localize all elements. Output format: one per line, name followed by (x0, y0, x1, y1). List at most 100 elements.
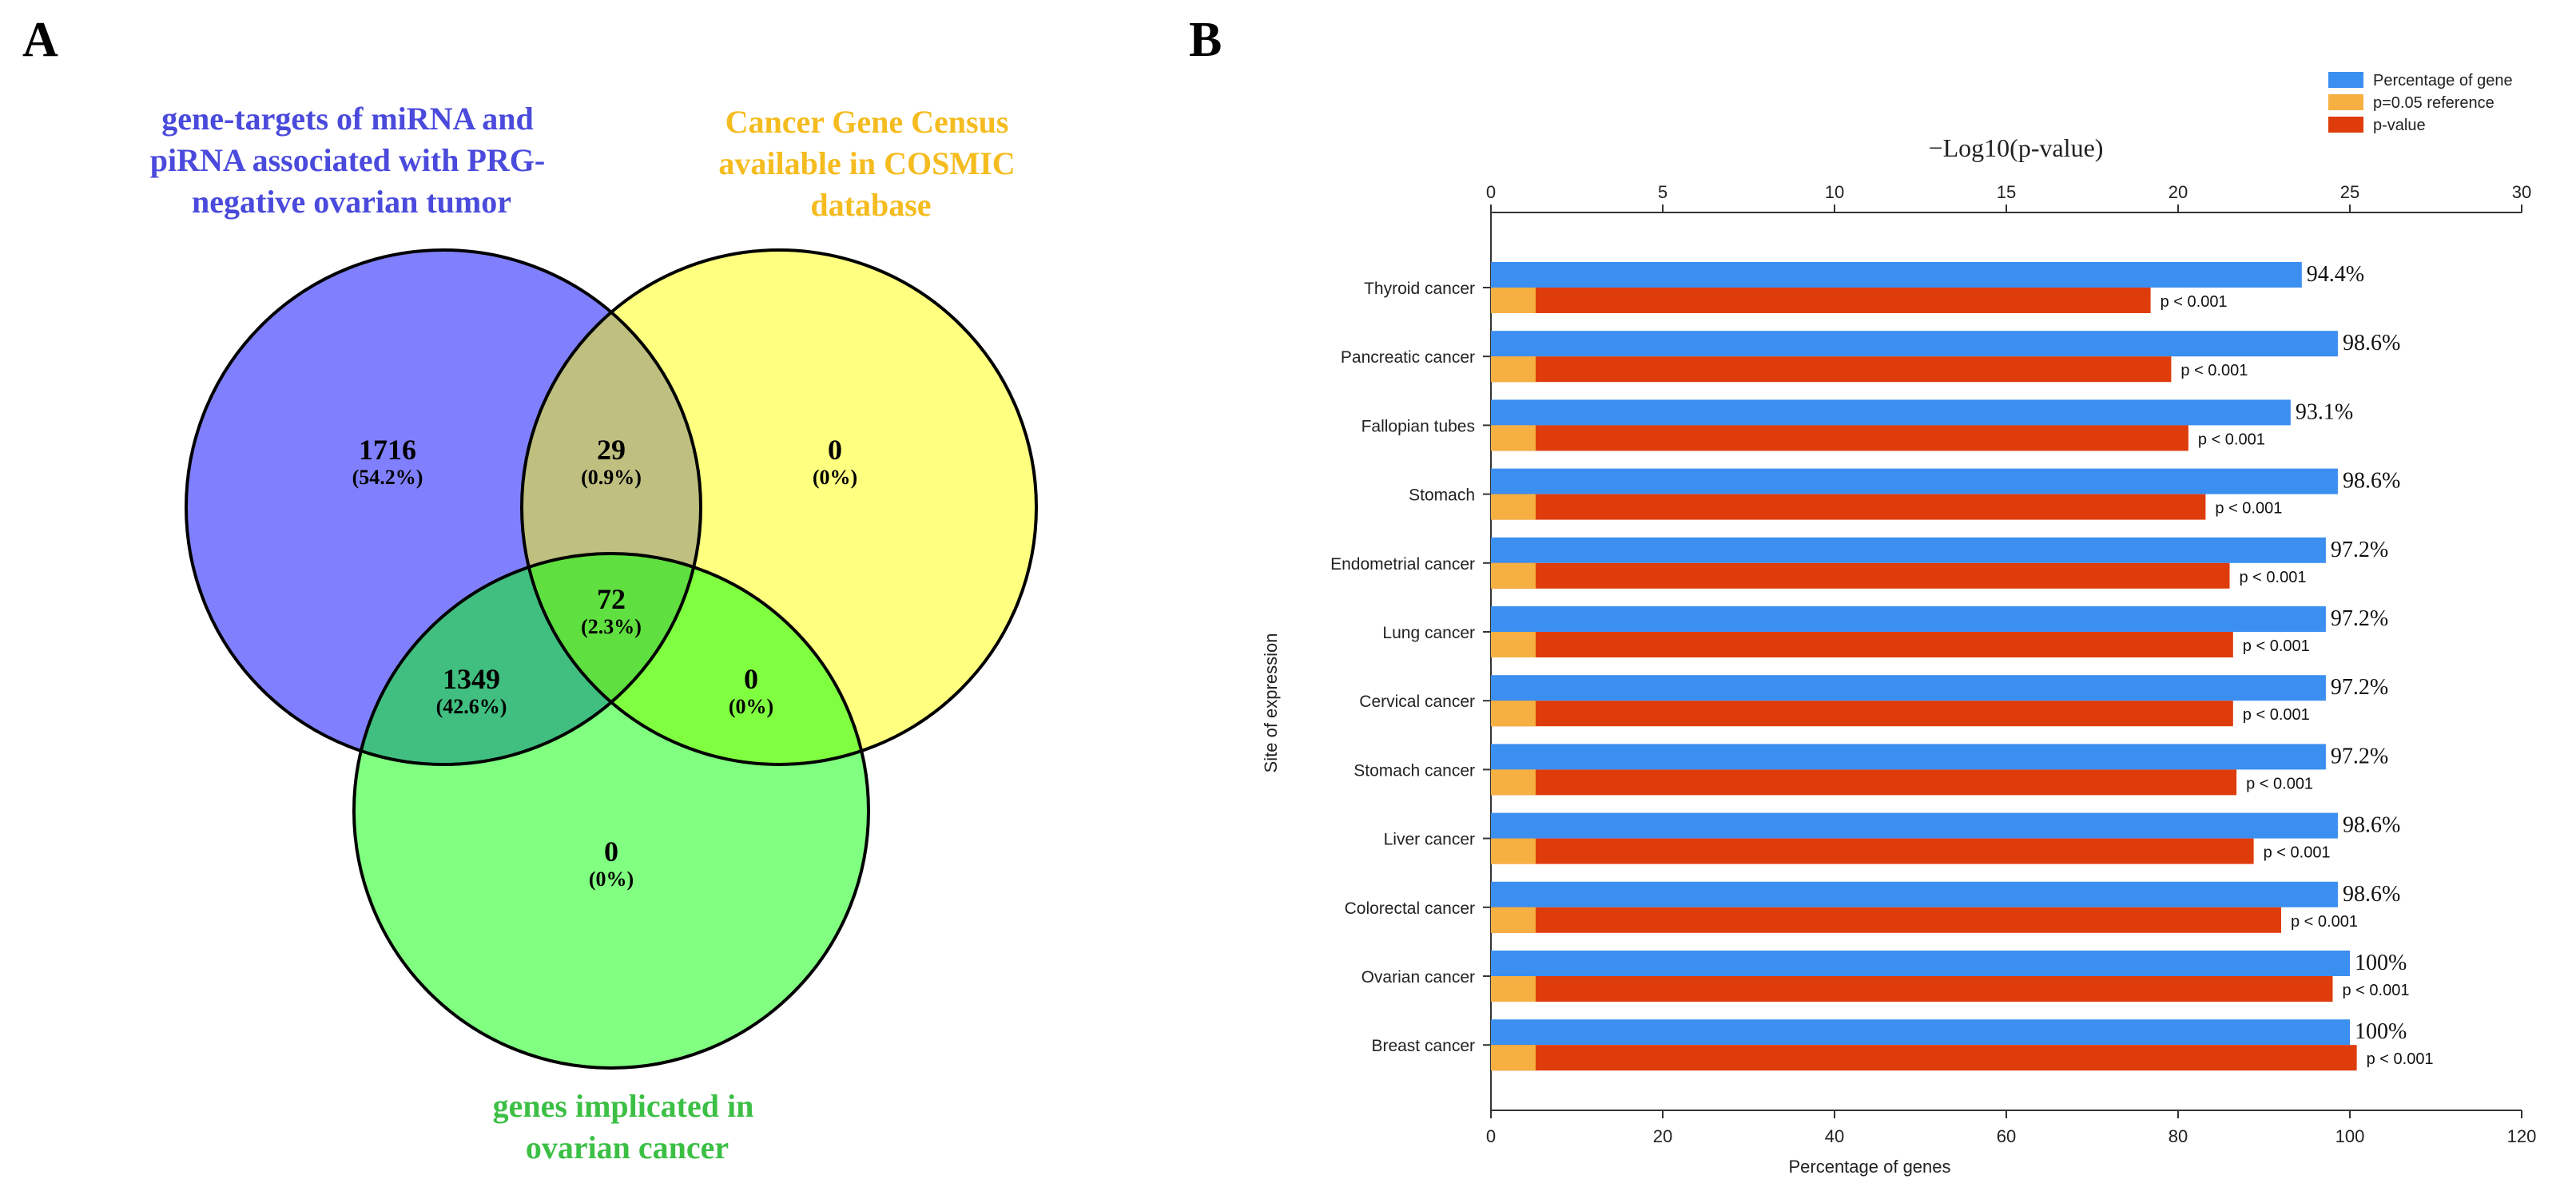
venn-set-label-c-line-2: ovarian cancer (526, 1130, 729, 1165)
chart-bars: 94.4% p < 0.001 98.6% p < 0.001 93.1% p < 0.0… (1491, 262, 2434, 1071)
bar-p-value (1491, 494, 2206, 520)
category-label: Stomach cancer (1354, 761, 1475, 780)
bar-percentage-label: 97.2% (2331, 675, 2388, 700)
legend-swatch (2328, 72, 2363, 88)
bar-p-value (1491, 769, 2237, 796)
bar-percentage-label: 97.2% (2331, 606, 2388, 631)
y-axis-label: Site of expression (1261, 633, 1281, 773)
bar-p-value-label: p < 0.001 (2240, 569, 2307, 586)
bar-p-value-label: p < 0.001 (2243, 637, 2310, 655)
bar-p-reference (1491, 356, 1536, 383)
bar-percentage-of-gene (1491, 537, 2326, 563)
bar-percentage-of-gene (1491, 399, 2291, 426)
bar-percentage-of-gene (1491, 812, 2338, 839)
bar-p-value (1491, 907, 2281, 933)
bar-p-value (1491, 288, 2151, 313)
category-label: Liver cancer (1384, 831, 1475, 849)
top-tick-label: 15 (1997, 182, 2016, 202)
bottom-tick-label: 60 (1997, 1126, 2016, 1146)
legend-swatch (2328, 94, 2363, 110)
bar-percentage-of-gene (1491, 468, 2338, 494)
category-label: Fallopian tubes (1362, 417, 1475, 435)
bar-percentage-of-gene (1491, 675, 2326, 701)
venn-region-a-c (354, 554, 701, 764)
bar-p-reference (1491, 288, 1536, 313)
top-tick-label: 0 (1486, 182, 1496, 202)
top-tick-label: 25 (2340, 182, 2359, 202)
venn-set-label-b: Cancer Gene Census available in COSMIC d… (718, 104, 1023, 223)
venn-outline-a (185, 248, 702, 766)
venn-outline-b (520, 248, 1038, 766)
venn-set-label-b-line-3: database (810, 187, 931, 223)
top-tick-label: 20 (2169, 182, 2188, 202)
bar-p-value (1491, 1045, 2357, 1071)
venn-count-a-b-c: 72 (597, 583, 626, 615)
bar-p-value (1491, 356, 2172, 383)
bar-p-value-label: p < 0.001 (2161, 293, 2228, 311)
category-label: Lung cancer (1382, 624, 1475, 642)
bar-percentage-label: 97.2% (2331, 538, 2388, 562)
category-label: Thyroid cancer (1364, 280, 1475, 298)
bar-p-value (1491, 976, 2333, 1002)
bar-percentage-of-gene (1491, 606, 2326, 632)
legend-swatch (2328, 117, 2363, 133)
bar-p-reference (1491, 769, 1536, 796)
venn-pct-a-c: (42.6%) (436, 695, 507, 718)
bar-p-reference (1491, 494, 1536, 520)
category-label: Pancreatic cancer (1341, 348, 1475, 367)
bar-percentage-label: 93.1% (2296, 399, 2353, 424)
bar-percentage-label: 100% (2355, 1019, 2407, 1044)
venn-region-b-c (522, 554, 869, 764)
bar-p-value (1491, 838, 2254, 864)
category-label: Colorectal cancer (1345, 899, 1475, 918)
venn-count-only-b: 0 (828, 434, 842, 466)
venn-set-label-c-line-1: genes implicated in (493, 1088, 754, 1124)
x-axis-label: Percentage of genes (1788, 1157, 1950, 1177)
bar-p-value (1491, 562, 2230, 589)
bar-percentage-label: 94.4% (2307, 262, 2364, 287)
venn-diagram: gene-targets of miRNA and piRNA associat… (150, 101, 1038, 1165)
bottom-tick-label: 120 (2507, 1126, 2537, 1146)
bar-p-value-label: p < 0.001 (2291, 913, 2358, 931)
bar-percentage-label: 100% (2355, 951, 2407, 975)
bottom-tick-label: 80 (2169, 1126, 2188, 1146)
bar-percentage-of-gene (1491, 331, 2338, 357)
venn-count-a-c: 1349 (443, 663, 500, 695)
venn-count-only-a: 1716 (359, 434, 416, 466)
bar-p-value-label: p < 0.001 (2343, 982, 2410, 999)
venn-set-label-a-line-2: piRNA associated with PRG- (150, 142, 545, 178)
panel-b-label: B (1189, 13, 1222, 67)
venn-count-only-c: 0 (604, 836, 618, 867)
bar-p-value-label: p < 0.001 (2264, 844, 2331, 862)
category-label: Endometrial cancer (1330, 555, 1475, 574)
bar-p-value-label: p < 0.001 (2246, 775, 2313, 792)
chart-legend: Percentage of gene p=0.05 reference p-valu… (2328, 72, 2513, 134)
bar-p-value-label: p < 0.001 (2215, 500, 2282, 518)
bar-p-reference (1491, 425, 1536, 451)
bar-percentage-of-gene (1491, 881, 2338, 907)
bar-chart: −Log10(p-value) Percentage of gene p=0.05… (1261, 72, 2536, 1177)
bar-percentage-of-gene (1491, 744, 2326, 770)
bar-percentage-label: 98.6% (2343, 813, 2400, 838)
venn-pct-b-c: (0%) (729, 695, 773, 718)
category-label: Stomach (1409, 486, 1475, 505)
bar-p-value (1491, 425, 2188, 451)
top-tick-label: 10 (1825, 182, 1844, 202)
bottom-tick-label: 100 (2335, 1126, 2365, 1146)
bar-p-reference (1491, 701, 1536, 727)
bar-percentage-of-gene (1491, 1019, 2350, 1046)
bottom-tick-label: 20 (1653, 1126, 1672, 1146)
bottom-tick-label: 40 (1825, 1126, 1844, 1146)
chart-title: −Log10(p-value) (1929, 133, 2104, 162)
venn-pct-only-a: (54.2%) (352, 466, 423, 489)
legend-label: p-value (2373, 117, 2426, 134)
top-tick-label: 30 (2512, 182, 2531, 202)
bar-p-reference (1491, 1045, 1536, 1071)
bar-p-reference (1491, 907, 1536, 933)
venn-pct-only-b: (0%) (813, 466, 857, 489)
top-tick-label: 5 (1658, 182, 1668, 202)
venn-set-label-a-line-1: gene-targets of miRNA and (161, 101, 534, 137)
bar-p-value (1491, 632, 2233, 657)
bar-percentage-label: 97.2% (2331, 744, 2388, 768)
